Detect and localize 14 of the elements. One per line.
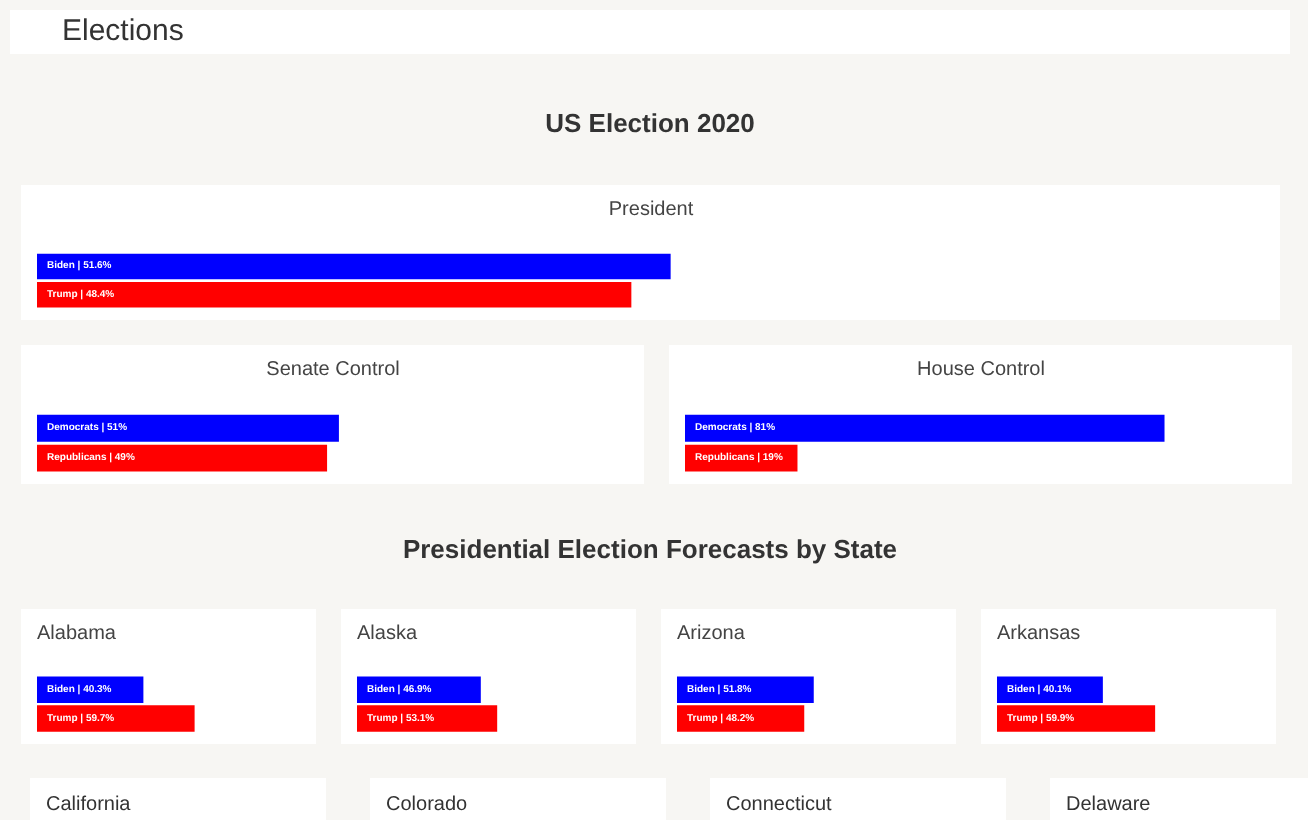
chart-title: Arkansas (997, 623, 1081, 645)
text: Delaware (1066, 792, 1151, 820)
chart-title: Alabama (37, 623, 117, 645)
text: US Election 2020 (545, 106, 755, 142)
text: Colorado (386, 792, 468, 820)
text: Elections (62, 12, 184, 52)
text: California (46, 792, 131, 820)
chart-title: House Control (917, 359, 1045, 381)
text: Presidential Election Forecasts by State (402, 532, 898, 568)
chart-title: Arizona (677, 623, 746, 645)
chart-title: Alaska (357, 623, 418, 645)
text: Connecticut (726, 792, 832, 820)
chart-title: President (608, 199, 694, 221)
chart-title: Senate Control (266, 359, 400, 381)
